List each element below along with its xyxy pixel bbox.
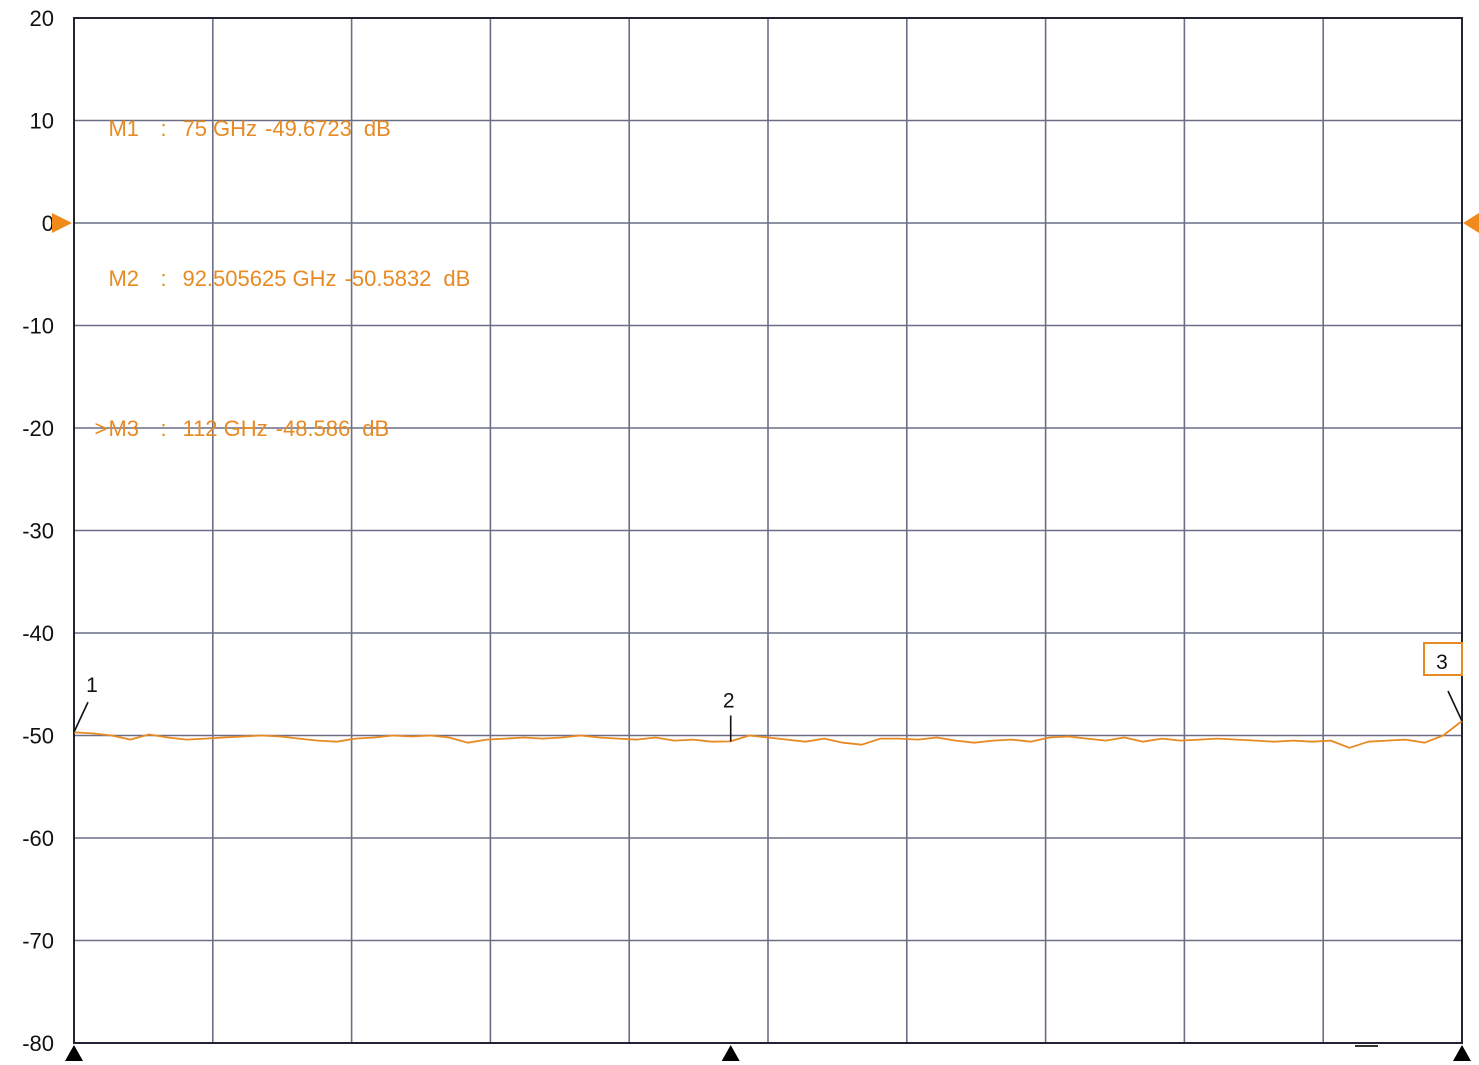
readout-marker-name: M3 [108,416,140,441]
y-tick-label: 10 [30,109,54,134]
marker-1-label: 1 [86,674,98,697]
readout-prefix: > [94,416,108,441]
readout-unit: dB [443,266,471,291]
grid [73,17,1463,1044]
marker-readout-line-m1: M1:75 GHz -49.6723 dB [70,84,470,174]
trace-layer [73,720,1463,749]
y-tick-label: -50 [22,724,54,749]
y-tick-label: -30 [22,519,54,544]
y-tick-label: -40 [22,621,54,646]
readout-separator: : [160,266,167,291]
marker-1-leader [73,701,89,733]
y-tick-label: -70 [22,929,54,954]
reference-level-left-icon [52,213,72,233]
y-tick-label: -80 [22,1031,54,1056]
readout-frequency: 112 GHz [182,416,268,441]
readout-frequency: 92.505625 GHz [182,266,337,291]
marker-3-leader [1447,690,1463,722]
reference-level-right-icon [1463,213,1479,233]
marker-3-position-icon [1453,1045,1471,1061]
readout-marker-name: M2 [108,266,140,291]
marker-readout: M1:75 GHz -49.6723 dB M2:92.505625 GHz -50.… [70,24,470,504]
readout-unit: dB [362,416,390,441]
trace-line [73,720,1463,749]
readout-value: -48.586 [275,416,351,441]
y-tick-label: -60 [22,826,54,851]
y-axis-ticks: 20 10 0 -10 -20 -30 -40 -50 -60 -70 -80 [22,6,54,1056]
marker-readout-line-m3: >M3:112 GHz -48.586 dB [70,384,470,474]
y-tick-label: -20 [22,416,54,441]
readout-value: -50.5832 [344,266,432,291]
marker-2-label: 2 [723,689,735,712]
readout-marker-name: M1 [108,116,140,141]
readout-unit: dB [363,116,391,141]
plot-frame [73,17,1463,1044]
marker-1-position-icon [65,1045,83,1061]
y-tick-label: -10 [22,314,54,339]
readout-separator: : [160,116,167,141]
marker-3-label: 3 [1436,651,1448,674]
marker-layer: 1 2 3 [73,642,1463,742]
readout-frequency: 75 GHz [182,116,258,141]
y-tick-label: 0 [42,211,54,236]
marker-3-active-box [1423,642,1463,677]
axis-markers [52,213,1479,1061]
marker-2-position-icon [721,1045,740,1061]
readout-separator: : [160,416,167,441]
y-tick-label: 20 [30,6,54,31]
readout-value: -49.6723 [265,116,352,141]
marker-readout-line-m2: M2:92.505625 GHz -50.5832 dB [70,234,470,324]
